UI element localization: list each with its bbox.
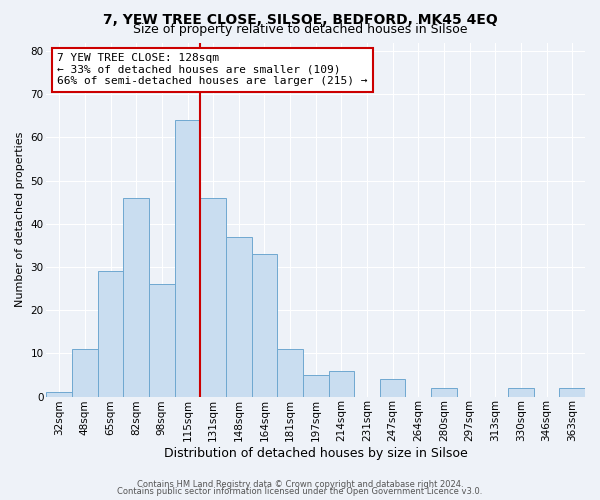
Bar: [329, 370, 354, 396]
Bar: [251, 254, 277, 396]
Text: 7 YEW TREE CLOSE: 128sqm
← 33% of detached houses are smaller (109)
66% of semi-: 7 YEW TREE CLOSE: 128sqm ← 33% of detach…: [57, 53, 368, 86]
Bar: [124, 198, 149, 396]
Bar: [200, 198, 226, 396]
Bar: [72, 349, 98, 397]
Text: Contains HM Land Registry data © Crown copyright and database right 2024.: Contains HM Land Registry data © Crown c…: [137, 480, 463, 489]
X-axis label: Distribution of detached houses by size in Silsoe: Distribution of detached houses by size …: [164, 447, 467, 460]
Bar: [46, 392, 72, 396]
Bar: [431, 388, 457, 396]
Bar: [277, 349, 303, 397]
Text: 7, YEW TREE CLOSE, SILSOE, BEDFORD, MK45 4EQ: 7, YEW TREE CLOSE, SILSOE, BEDFORD, MK45…: [103, 12, 497, 26]
Bar: [175, 120, 200, 396]
Text: Contains public sector information licensed under the Open Government Licence v3: Contains public sector information licen…: [118, 487, 482, 496]
Bar: [508, 388, 534, 396]
Bar: [380, 380, 406, 396]
Text: Size of property relative to detached houses in Silsoe: Size of property relative to detached ho…: [133, 22, 467, 36]
Bar: [559, 388, 585, 396]
Bar: [149, 284, 175, 397]
Bar: [303, 375, 329, 396]
Y-axis label: Number of detached properties: Number of detached properties: [15, 132, 25, 307]
Bar: [226, 237, 251, 396]
Bar: [98, 272, 124, 396]
